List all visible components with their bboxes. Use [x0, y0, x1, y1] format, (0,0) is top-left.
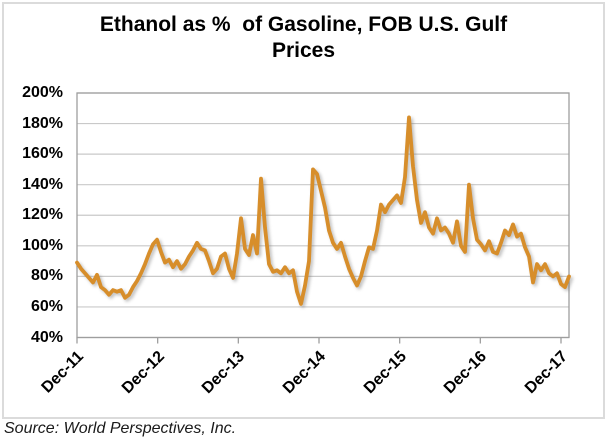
y-axis-label: 100%	[22, 236, 63, 254]
source-note: Source: World Perspectives, Inc.	[4, 420, 237, 437]
y-axis-label: 120%	[22, 206, 63, 224]
y-axis-label: 80%	[30, 267, 63, 285]
y-axis-label: 200%	[22, 84, 63, 101]
y-axis-label: 60%	[30, 297, 63, 315]
chart-box	[2, 2, 605, 419]
chart-title-text: Ethanol as % of Gasoline, FOB U.S. Gulf …	[99, 13, 508, 63]
plot-border	[76, 92, 570, 339]
y-axis-label: 40%	[30, 328, 63, 346]
chart-title: Ethanol as % of Gasoline, FOB U.S. Gulf …	[0, 12, 607, 65]
y-axis-label: 180%	[22, 114, 63, 132]
data-series-line	[75, 115, 571, 306]
y-axis-label: 160%	[22, 145, 63, 163]
y-axis-label: 140%	[22, 175, 63, 193]
